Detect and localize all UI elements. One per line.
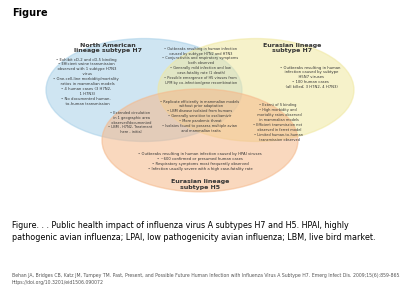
- Circle shape: [46, 38, 242, 141]
- Text: • Outbreaks resulting in human
  infection caused by subtype
  H5N7 viruses
• 10: • Outbreaks resulting in human infection…: [280, 66, 340, 89]
- Text: Eurasian lineage
subtype H7: Eurasian lineage subtype H7: [263, 43, 321, 53]
- Text: pathogenic avian influenza; LPAI, low pathogenicity avian influenza; LBM, live b: pathogenic avian influenza; LPAI, low pa…: [12, 232, 376, 242]
- Text: Behan JA, Bridges CB, Katz JM, Tumpey TM. Past, Present, and Possible Future Hum: Behan JA, Bridges CB, Katz JM, Tumpey TM…: [12, 273, 400, 285]
- Text: • Replicate efficiently in mammalian models
  without prior adaptation
• LBM dis: • Replicate efficiently in mammalian mod…: [160, 100, 240, 133]
- Text: • Outbreaks resulting in human infection
  caused by subtype H7N2 and H7N3
• Con: • Outbreaks resulting in human infection…: [162, 47, 238, 85]
- Text: Eurasian lineage
subtype H5: Eurasian lineage subtype H5: [171, 179, 229, 190]
- Circle shape: [102, 89, 298, 192]
- Text: • Exhibit cD-2 and cD-5 binding
• Efficient swine transmission
  observed with 1: • Exhibit cD-2 and cD-5 binding • Effici…: [53, 58, 119, 106]
- Text: • Extent of S binding
• High morbidity and
  mortality rates observed
  in mamma: • Extent of S binding • High morbidity a…: [254, 103, 302, 142]
- Circle shape: [158, 38, 354, 141]
- Text: Figure: Figure: [12, 8, 48, 17]
- Text: Figure. . . Public health impact of influenza virus A subtypes H7 and H5. HPAI, : Figure. . . Public health impact of infl…: [12, 220, 349, 230]
- Text: • Outbreaks resulting in human infection caused by HPAI viruses
• ~600 confirmed: • Outbreaks resulting in human infection…: [138, 152, 262, 171]
- Text: North American
lineage subtype H7: North American lineage subtype H7: [74, 43, 142, 53]
- Text: • Extended circulation
  in 1 geographic area
  observed/documented
• LBM - H7N2: • Extended circulation in 1 geographic a…: [108, 111, 152, 134]
